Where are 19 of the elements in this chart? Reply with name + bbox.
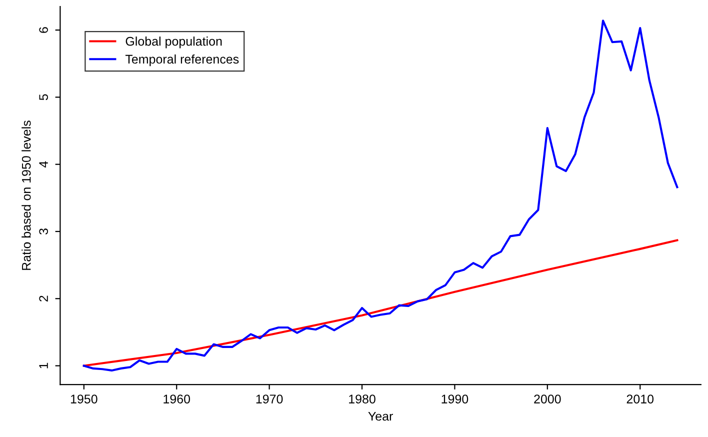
x-tick-label: 1980	[349, 394, 376, 404]
line-series	[82, 20, 678, 372]
y-tick-label: 2	[39, 296, 48, 302]
x-tick-label: 1950	[70, 394, 98, 404]
y-tick-label: 1	[39, 362, 48, 368]
x-tick-label: 1990	[442, 394, 468, 404]
legend-label: Temporal references	[125, 54, 239, 66]
x-tick-label: 2010	[626, 394, 654, 404]
x-axis-title: Year	[368, 412, 393, 421]
y-tick-label: 5	[39, 94, 48, 100]
y-tick-label: 4	[39, 161, 48, 168]
x-tick-label: 1960	[164, 394, 190, 404]
x-tick-label: 1970	[256, 394, 283, 404]
y-tick-label: 3	[39, 228, 48, 234]
legend-label: Global population	[126, 36, 222, 48]
line-series	[82, 239, 678, 367]
y-axis-title: Ratio based on 1950 levels	[22, 120, 31, 270]
y-tick-label: 6	[39, 27, 48, 33]
x-tick-label: 2000	[534, 394, 561, 404]
